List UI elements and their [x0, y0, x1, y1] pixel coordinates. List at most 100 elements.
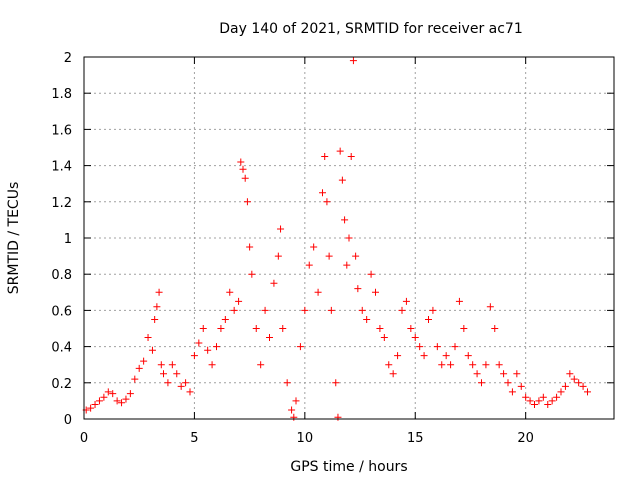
data-point	[433, 343, 441, 351]
data-point	[274, 252, 282, 260]
data-point	[126, 390, 134, 398]
data-point	[464, 352, 472, 360]
data-point	[539, 393, 547, 401]
data-point	[482, 361, 490, 369]
x-tick-label: 5	[190, 431, 198, 446]
data-point	[367, 270, 375, 278]
data-point	[190, 352, 198, 360]
data-point	[575, 379, 583, 387]
data-point	[157, 361, 165, 369]
data-point	[486, 303, 494, 311]
data-point	[347, 153, 355, 161]
x-tick-label: 20	[517, 431, 534, 446]
data-point	[283, 379, 291, 387]
data-point	[341, 216, 349, 224]
data-point	[584, 388, 591, 396]
data-point	[385, 361, 393, 369]
data-point	[323, 198, 331, 206]
data-point	[217, 325, 225, 332]
data-point	[544, 401, 552, 409]
data-point	[319, 189, 326, 197]
y-tick-label: 0	[64, 413, 72, 428]
data-point	[504, 379, 512, 387]
data-point	[296, 343, 304, 351]
x-tick-label: 10	[297, 431, 314, 446]
grid	[84, 57, 614, 419]
data-point	[168, 361, 176, 369]
data-point	[155, 288, 163, 296]
data-point	[288, 406, 296, 414]
data-point	[213, 343, 220, 351]
data-point	[491, 325, 499, 332]
data-point	[561, 382, 569, 390]
data-point	[221, 315, 229, 323]
data-point	[241, 174, 249, 182]
data-point	[122, 395, 130, 403]
data-point	[131, 375, 139, 383]
data-point	[398, 306, 406, 314]
data-point	[345, 234, 353, 242]
data-point	[407, 325, 415, 332]
data-point	[104, 388, 112, 396]
chart-title: Day 140 of 2021, SRMTID for receiver ac7…	[219, 21, 523, 37]
data-point	[113, 397, 121, 405]
data-point	[95, 397, 103, 405]
data-point	[109, 390, 117, 398]
data-point	[246, 243, 254, 251]
data-point	[376, 325, 384, 332]
data-point	[442, 352, 450, 360]
data-point	[151, 315, 159, 323]
data-point	[164, 379, 172, 387]
data-point	[186, 388, 194, 396]
data-point	[380, 334, 388, 342]
data-point	[548, 397, 556, 405]
data-point	[292, 397, 300, 405]
data-point	[517, 382, 525, 390]
data-point	[140, 357, 148, 365]
y-tick-label: 1.6	[51, 123, 72, 138]
data-point	[327, 306, 335, 314]
data-point	[279, 325, 287, 332]
y-tick-label: 1.8	[51, 87, 72, 102]
data-point	[257, 361, 265, 369]
data-point	[226, 288, 234, 296]
data-point	[199, 325, 207, 332]
data-point	[352, 252, 360, 260]
data-point	[173, 370, 181, 378]
y-tick-label: 0.2	[51, 377, 72, 392]
data-point	[478, 379, 485, 387]
data-point	[557, 388, 565, 396]
data-point	[394, 352, 402, 360]
data-point	[411, 334, 419, 342]
data-point	[310, 243, 318, 251]
data-point	[522, 393, 530, 401]
data-point	[354, 285, 362, 293]
data-point	[338, 176, 346, 184]
data-point	[363, 315, 371, 323]
data-point	[235, 297, 243, 305]
data-point	[438, 361, 446, 369]
data-point	[334, 413, 342, 421]
data-point	[100, 393, 108, 401]
data-point	[208, 361, 216, 369]
data-point	[321, 153, 329, 161]
data-point	[460, 325, 468, 332]
data-point	[314, 288, 322, 296]
data-point	[243, 198, 251, 206]
data-point	[500, 370, 508, 378]
data-point	[144, 334, 152, 342]
data-point	[160, 370, 167, 378]
data-point	[332, 379, 340, 387]
data-point	[526, 397, 534, 405]
data-points	[82, 57, 591, 421]
data-point	[420, 352, 428, 360]
data-point	[148, 346, 156, 354]
data-point	[455, 297, 463, 305]
data-point	[305, 261, 313, 269]
y-tick-label: 0.6	[51, 304, 72, 319]
data-point	[372, 288, 379, 296]
x-tick-label: 15	[407, 431, 424, 446]
data-point	[495, 361, 503, 369]
